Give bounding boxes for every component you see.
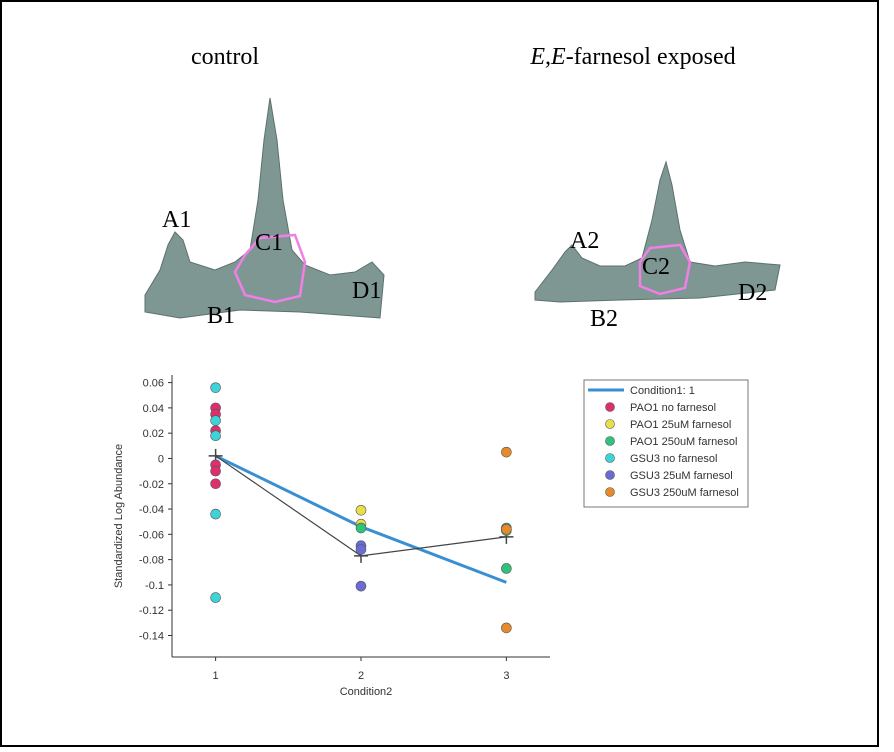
x-tick-label: 2 xyxy=(358,670,364,682)
figure: control E,E-farnesol exposed A1 B1 C1 D1… xyxy=(0,0,894,752)
peak-label: B1 xyxy=(207,303,235,329)
point xyxy=(501,524,511,534)
legend-swatch xyxy=(606,454,615,463)
y-axis-label: Standardized Log Abundance xyxy=(113,444,125,588)
peak-label: B2 xyxy=(590,306,618,332)
y-tick-label: -0.04 xyxy=(139,504,164,516)
peak-label: A2 xyxy=(570,228,599,254)
point xyxy=(211,383,221,393)
point xyxy=(356,505,366,515)
legend-swatch xyxy=(606,471,615,480)
point xyxy=(356,581,366,591)
peak-label: D2 xyxy=(738,280,767,306)
legend-swatch xyxy=(606,437,615,446)
frame xyxy=(1,1,878,746)
y-tick-label: -0.1 xyxy=(145,580,164,592)
y-tick-label: -0.14 xyxy=(139,631,164,643)
point xyxy=(356,523,366,533)
y-tick-label: -0.02 xyxy=(139,479,164,491)
panel-title: E,E-farnesol exposed xyxy=(529,44,735,70)
x-tick-label: 1 xyxy=(213,670,219,682)
legend-label: GSU3 25uM farnesol xyxy=(630,470,733,482)
y-tick-label: 0.02 xyxy=(143,428,164,440)
legend-label: GSU3 250uM farnesol xyxy=(630,487,739,499)
y-tick-label: 0 xyxy=(158,453,164,465)
x-axis-label: Condition2 xyxy=(340,686,393,698)
legend-label: PAO1 25uM farnesol xyxy=(630,419,731,431)
point xyxy=(211,593,221,603)
point xyxy=(211,479,221,489)
point xyxy=(501,447,511,457)
y-tick-label: 0.06 xyxy=(143,378,164,390)
legend-label: PAO1 250uM farnesol xyxy=(630,436,737,448)
point xyxy=(211,509,221,519)
peak-label: A1 xyxy=(162,207,191,233)
panel-title-italic: E,E xyxy=(529,44,566,70)
peak-label: C1 xyxy=(255,230,283,256)
point xyxy=(501,563,511,573)
legend-label: GSU3 no farnesol xyxy=(630,453,717,465)
panel-title: control xyxy=(191,44,259,70)
point xyxy=(211,431,221,441)
peak-label: C2 xyxy=(642,254,670,280)
point xyxy=(211,416,221,426)
y-tick-label: -0.06 xyxy=(139,529,164,541)
legend-swatch xyxy=(606,420,615,429)
legend-label: Condition1: 1 xyxy=(630,385,695,397)
y-tick-label: 0.04 xyxy=(143,403,164,415)
point xyxy=(501,623,511,633)
y-tick-label: -0.08 xyxy=(139,555,164,567)
point xyxy=(356,545,366,555)
panel-title-rest: -farnesol exposed xyxy=(566,44,736,70)
legend-swatch xyxy=(606,488,615,497)
legend-swatch xyxy=(606,403,615,412)
point xyxy=(211,466,221,476)
peak-label: D1 xyxy=(352,278,381,304)
y-tick-label: -0.12 xyxy=(139,605,164,617)
x-tick-label: 3 xyxy=(503,670,509,682)
legend-label: PAO1 no farnesol xyxy=(630,402,716,414)
